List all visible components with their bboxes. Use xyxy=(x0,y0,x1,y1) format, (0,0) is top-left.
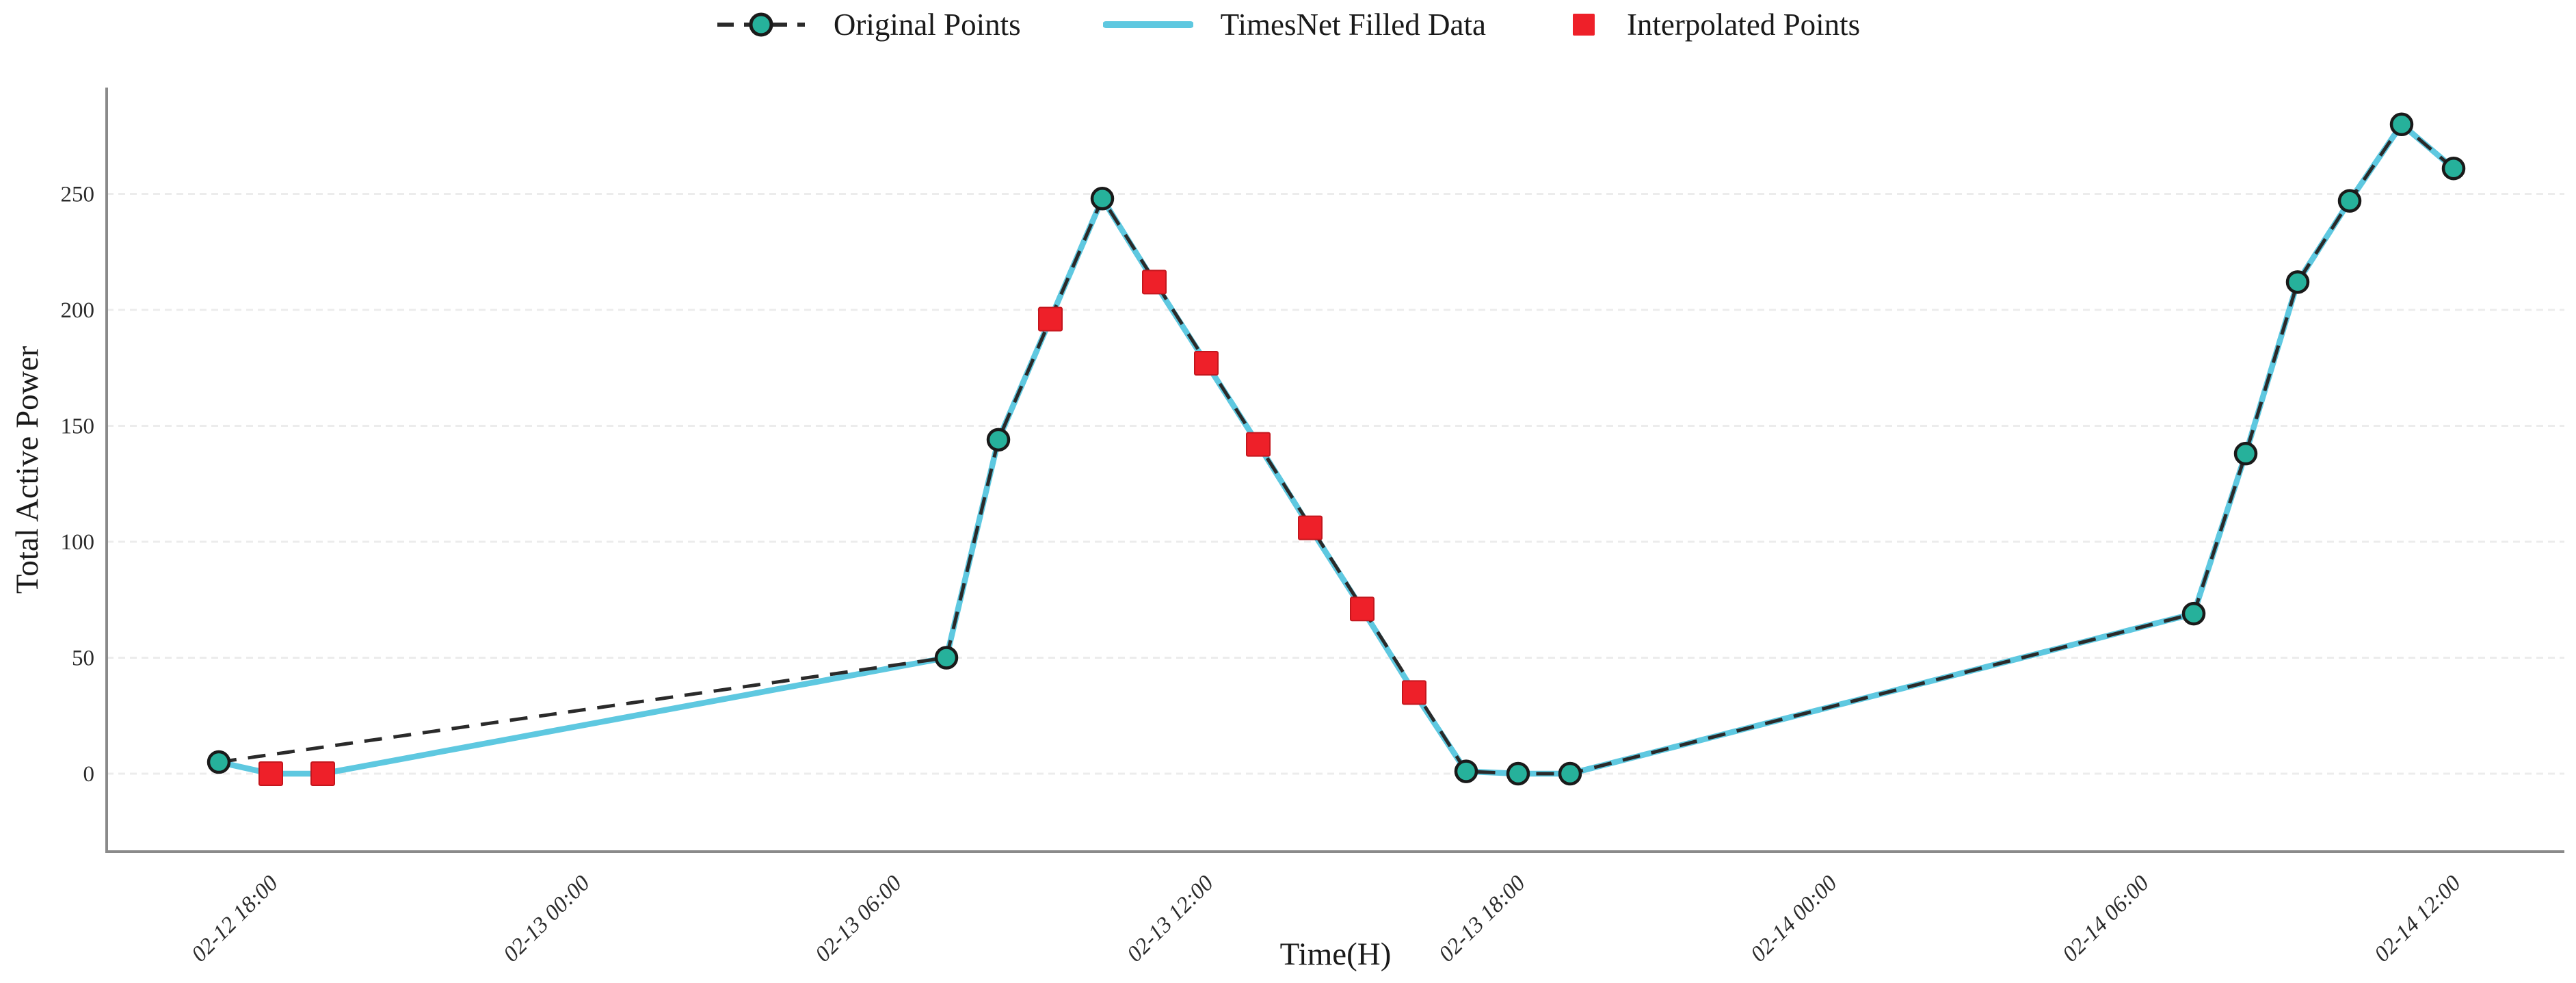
original-point-02-13-19-00 xyxy=(1558,761,1582,786)
legend-item-timesnet-filled: TimesNet Filled Data xyxy=(1102,7,1486,42)
x-tick-label-02-13-06-00: 02-13 06:00 xyxy=(810,871,907,967)
original-point-02-14-08-00 xyxy=(2233,441,2258,466)
x-tick-label-02-13-00-00: 02-13 00:00 xyxy=(499,871,595,967)
original-point-02-14-10-00 xyxy=(2337,189,2362,213)
original-point-02-14-12-00 xyxy=(2441,156,2466,181)
original-points-dashed-line xyxy=(218,122,2455,776)
original-point-02-14-11-00 xyxy=(2389,112,2414,137)
original-point-02-13-07-00 xyxy=(934,646,959,670)
legend-label-timesnet-filled: TimesNet Filled Data xyxy=(1220,8,1486,42)
interpolated-point-02-13-13-00 xyxy=(1246,432,1271,457)
original-point-02-13-18-00 xyxy=(1506,761,1530,786)
y-tick-label-250: 250 xyxy=(61,183,95,207)
timesnet-filled-line xyxy=(218,121,2456,777)
legend-item-interpolated-points: Interpolated Points xyxy=(1568,7,1860,42)
interpolated-point-02-12-19-00 xyxy=(310,761,335,786)
interpolated-point-02-13-16-00 xyxy=(1402,680,1426,705)
original-point-02-12-17-00 xyxy=(207,750,231,774)
y-tick-label-100: 100 xyxy=(61,530,95,555)
x-tick-label-02-14-00-00: 02-14 00:00 xyxy=(1746,871,1842,967)
x-tick-label-02-12-18-00: 02-12 18:00 xyxy=(187,871,283,967)
legend-item-original-points: Original Points xyxy=(716,7,1021,42)
legend-label-original-points: Original Points xyxy=(833,8,1021,42)
interpolated-point-02-13-11-00 xyxy=(1142,270,1167,295)
y-axis-title: Total Active Power xyxy=(10,345,45,594)
original-point-02-13-08-00 xyxy=(986,428,1011,452)
x-tick-label-02-14-12-00: 02-14 12:00 xyxy=(2369,871,2466,967)
x-tick-label-02-14-06-00: 02-14 06:00 xyxy=(2058,871,2154,967)
x-tick-label-02-13-18-00: 02-13 18:00 xyxy=(1434,871,1530,967)
x-tick-label-02-13-12-00: 02-13 12:00 xyxy=(1122,871,1219,967)
y-tick-label-50: 50 xyxy=(72,646,94,671)
filled-line-legend-marker-icon xyxy=(1102,21,1193,28)
original-point-02-13-17-00 xyxy=(1454,759,1478,783)
original-point-02-13-10-00 xyxy=(1090,187,1115,211)
interpolated-point-02-13-12-00 xyxy=(1194,350,1219,376)
interpolated-point-02-13-15-00 xyxy=(1350,597,1375,622)
interpolated-point-02-12-18-00 xyxy=(258,761,283,786)
y-tick-label-200: 200 xyxy=(61,298,95,323)
legend-label-interpolated-points: Interpolated Points xyxy=(1626,8,1861,42)
x-axis-title: Time(H) xyxy=(1279,936,1392,972)
legend: Original Points TimesNet Filled Data Int… xyxy=(0,7,2576,42)
y-tick-label-150: 150 xyxy=(61,415,95,439)
original-point-02-14-07-00 xyxy=(2181,601,2206,626)
interpolated-legend-marker-icon xyxy=(1572,14,1595,36)
y-tick-label-0: 0 xyxy=(83,762,95,787)
circle-marker-icon xyxy=(749,12,773,37)
square-marker-icon xyxy=(1572,14,1595,36)
original-point-02-14-09-00 xyxy=(2285,270,2310,294)
interpolated-point-02-13-14-00 xyxy=(1298,515,1323,540)
original-points-legend-marker-icon xyxy=(717,12,805,37)
interpolated-point-02-13-09-00 xyxy=(1038,306,1063,332)
